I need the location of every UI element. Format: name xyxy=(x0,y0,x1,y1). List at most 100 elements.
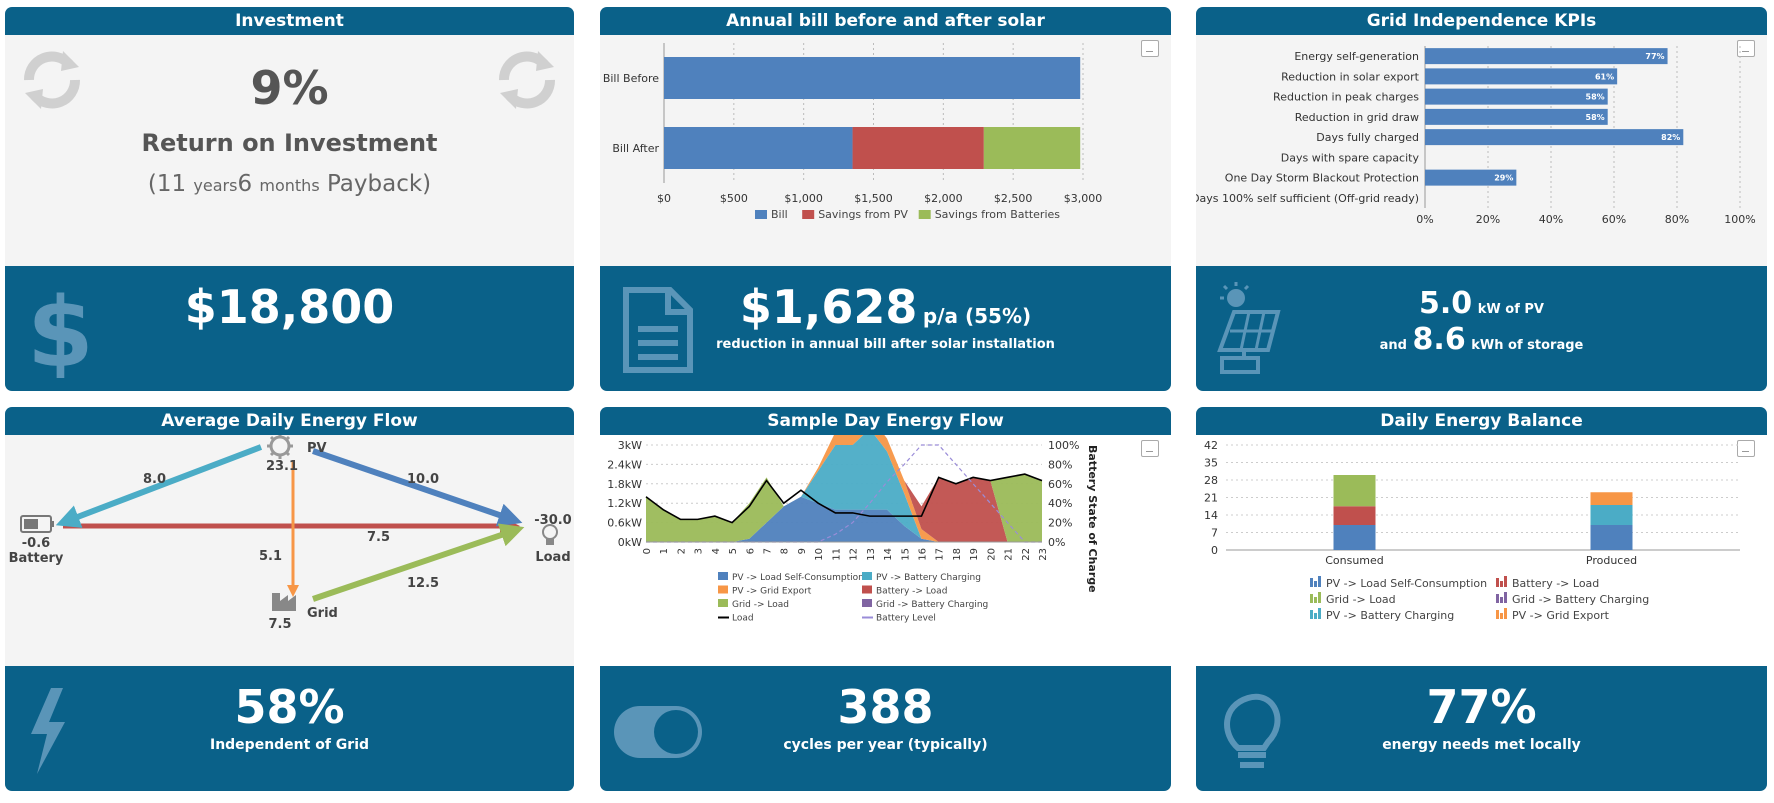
x-tick-label: 18 xyxy=(952,548,963,561)
area-series xyxy=(646,435,1042,542)
y-tick-label: 7 xyxy=(1211,527,1218,540)
x-tick-label: 10 xyxy=(814,548,825,561)
legend-swatch xyxy=(1314,581,1317,587)
dollar-icon: $ xyxy=(27,282,94,378)
legend-label: Grid -> Load xyxy=(1326,593,1396,606)
refresh-icon xyxy=(23,51,81,109)
kpi-data-label: 61% xyxy=(1595,72,1614,81)
x-tick-label: 8 xyxy=(780,548,791,554)
kpi-bar xyxy=(1425,169,1517,186)
lightbulb-icon xyxy=(542,524,558,545)
x-tick-label: 19 xyxy=(969,548,980,561)
load-line xyxy=(645,473,1043,524)
download-icon[interactable] xyxy=(1737,440,1755,457)
kpis-footer: 5.0 kW of PV and 8.6 kWh of storage xyxy=(1196,266,1767,391)
x-tick-label: 11 xyxy=(831,548,842,561)
gear-icon xyxy=(267,435,293,459)
bill-per: p/a (55%) xyxy=(922,304,1032,328)
category-label: Days fully charged xyxy=(1316,131,1419,144)
legend-swatch xyxy=(1318,576,1321,587)
x-tick-label: 21 xyxy=(1004,548,1015,561)
kpi-bar xyxy=(1425,129,1684,146)
cycles-value: 388 xyxy=(837,680,934,734)
legend-swatch xyxy=(1318,608,1321,619)
met-label: energy needs met locally xyxy=(1382,737,1581,753)
grid-value: 7.5 xyxy=(268,617,291,632)
kpi-bar xyxy=(1425,108,1608,125)
x-tick-label: 9 xyxy=(797,548,808,554)
y2-tick-label: 40% xyxy=(1048,497,1072,510)
y-tick-label: 2.4kW xyxy=(607,458,642,471)
x-tick-label: 23 xyxy=(1038,548,1049,561)
refresh-icon xyxy=(498,51,556,109)
battery-value: -0.6 xyxy=(22,536,50,551)
x-tick-label: 20% xyxy=(1476,213,1500,226)
legend-label: PV -> Grid Export xyxy=(1512,609,1610,622)
legend-swatch xyxy=(1500,581,1503,587)
card-title: Annual bill before and after solar xyxy=(600,7,1171,35)
legend-label: PV -> Load Self-Consumption xyxy=(1326,577,1487,590)
legend-label: Savings from Batteries xyxy=(935,208,1061,221)
bar-segment xyxy=(852,127,984,169)
battery-label: Battery xyxy=(9,551,64,566)
kpis-body: 0% 20% 40% 60% 80% 100% Energy self-generation… xyxy=(1196,35,1767,274)
y2-tick-label: 0% xyxy=(1048,536,1065,549)
legend-label: Battery -> Load xyxy=(876,587,947,597)
kpi-bar xyxy=(1425,68,1618,85)
legend-label: Grid -> Battery Charging xyxy=(876,600,988,610)
bill-body: $0 $500 $1,000 $1,500 $2,000 $2,500 $3,000 Bill… xyxy=(600,35,1171,274)
category-label: One Day Storm Blackout Protection xyxy=(1225,172,1419,185)
y-tick-label: 21 xyxy=(1204,492,1218,505)
legend-swatch xyxy=(1504,592,1507,603)
y-tick-label: 3kW xyxy=(618,439,642,452)
pv-to-battery-arrow xyxy=(55,444,263,528)
bar-segment xyxy=(1333,475,1376,507)
bar-segment xyxy=(1590,492,1633,505)
y-tick-label: 35 xyxy=(1204,457,1218,470)
legend-label: Load xyxy=(732,614,754,624)
x-tick-label: 12 xyxy=(849,548,860,561)
download-icon[interactable] xyxy=(1737,40,1755,57)
bill-amount: $1,628 xyxy=(739,280,918,334)
storage-line: and 8.6 kWh of storage xyxy=(1196,322,1767,357)
x-tick-label: $3,000 xyxy=(1064,192,1103,205)
lightning-icon xyxy=(31,688,65,774)
card-title: Average Daily Energy Flow xyxy=(5,407,574,435)
payback-close: Payback) xyxy=(326,171,432,197)
battery-icon xyxy=(20,515,54,533)
legend-swatch xyxy=(755,210,767,219)
download-icon[interactable] xyxy=(1141,40,1159,57)
payback-months: 6 xyxy=(237,171,253,197)
area-series xyxy=(646,435,1042,542)
y-tick-label: 0kW xyxy=(618,536,642,549)
sample-day-footer: 388 cycles per year (typically) xyxy=(600,666,1171,791)
y-tick-label: 1.2kW xyxy=(607,497,642,510)
load-value: -30.0 xyxy=(534,513,571,528)
legend-swatch xyxy=(802,210,815,219)
legend-swatch xyxy=(1496,610,1499,619)
card-title: Investment xyxy=(5,7,574,35)
met-value: 77% xyxy=(1426,680,1537,734)
download-icon[interactable] xyxy=(1141,440,1159,457)
pv-unit: kW of PV xyxy=(1477,302,1544,317)
x-tick-label: 60% xyxy=(1602,213,1626,226)
category-label: Reduction in grid draw xyxy=(1295,111,1419,124)
category-label: Days 100% self sufficient (Off-grid read… xyxy=(1196,192,1419,205)
legend-label: Battery -> Load xyxy=(1512,577,1599,590)
legend-swatch xyxy=(918,210,931,219)
category-label: Days with spare capacity xyxy=(1281,151,1420,164)
legend-swatch xyxy=(1310,610,1313,619)
solar-panel-icon xyxy=(1217,282,1281,374)
legend-swatch xyxy=(1496,578,1499,587)
legend-label: Battery Level xyxy=(876,614,936,624)
bar-segment xyxy=(1333,506,1376,525)
y-tick-label: 42 xyxy=(1204,439,1218,452)
legend-swatch xyxy=(862,572,872,580)
x-tick-label: $500 xyxy=(720,192,748,205)
legend-swatch xyxy=(1504,576,1507,587)
bar-segment xyxy=(664,127,853,169)
toggle-icon xyxy=(614,706,702,758)
load-label: Load xyxy=(535,550,570,565)
y-tick-label: 0.6kW xyxy=(607,517,642,530)
x-tick-label: 13 xyxy=(866,548,877,561)
